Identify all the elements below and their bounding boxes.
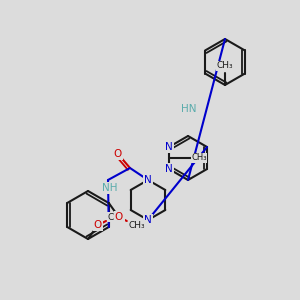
Text: N: N [165,164,173,174]
Text: O: O [114,149,122,159]
Text: CH₃: CH₃ [191,154,207,163]
Text: N: N [144,175,152,185]
Text: O: O [115,212,123,222]
Text: CH₃: CH₃ [217,61,233,70]
Text: NH: NH [102,183,118,193]
Text: O: O [94,220,102,230]
Text: N: N [165,142,173,152]
Text: CH₃: CH₃ [128,220,145,230]
Text: CH₃: CH₃ [108,212,124,221]
Text: N: N [144,215,152,225]
Text: HN: HN [181,104,196,115]
